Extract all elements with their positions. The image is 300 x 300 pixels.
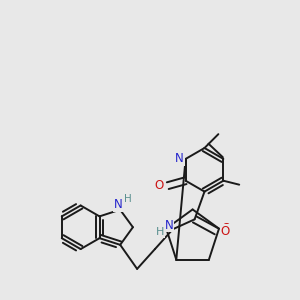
Text: O: O xyxy=(221,225,230,238)
Text: N: N xyxy=(175,152,184,165)
Text: O: O xyxy=(154,179,164,192)
Text: N: N xyxy=(114,198,122,211)
Text: H: H xyxy=(156,227,164,237)
Text: O: O xyxy=(221,222,230,235)
Text: N: N xyxy=(164,219,173,232)
Text: H: H xyxy=(124,194,132,204)
